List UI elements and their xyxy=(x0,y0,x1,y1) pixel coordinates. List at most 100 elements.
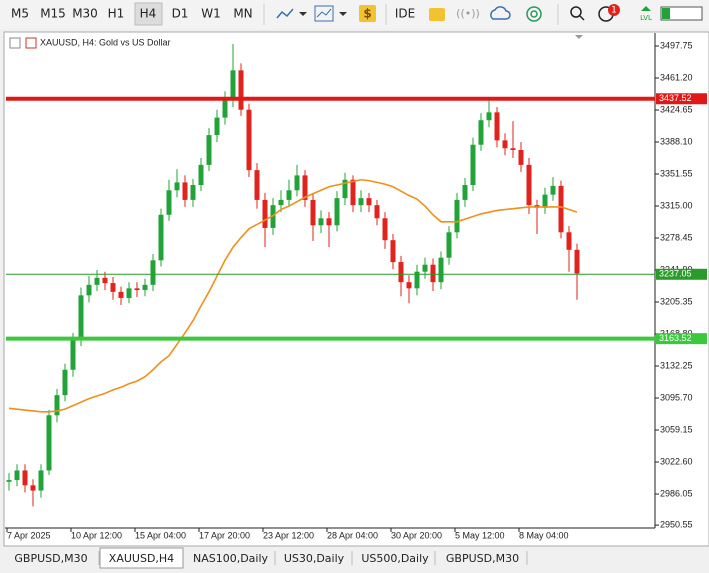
notification-badge xyxy=(608,4,620,16)
candle-body xyxy=(358,198,364,206)
candle-body xyxy=(318,218,324,226)
timeframe-button[interactable]: D1 xyxy=(172,7,189,21)
candle-body xyxy=(222,100,228,118)
candle-body xyxy=(174,182,180,191)
timeframe-button[interactable]: M5 xyxy=(11,7,29,21)
y-tick-label: 2950.55 xyxy=(660,519,693,529)
search-icon-handle xyxy=(579,15,585,21)
candle-body xyxy=(94,277,100,285)
candle-body xyxy=(166,190,172,215)
candle-body xyxy=(126,288,132,298)
timeframe-button[interactable]: M15 xyxy=(40,7,66,21)
x-tick-label: 15 Apr 04:00 xyxy=(135,530,186,540)
indicators-icon-line xyxy=(316,8,332,18)
indicators-icon[interactable] xyxy=(314,5,334,22)
candle-body xyxy=(302,175,308,200)
y-tick-label: 3095.70 xyxy=(660,392,693,402)
candle-body xyxy=(46,415,52,471)
y-tick-label: 3351.55 xyxy=(660,168,693,178)
candle-body xyxy=(326,218,332,226)
x-tick-label: 23 Apr 12:00 xyxy=(263,530,314,540)
candle-body xyxy=(334,198,340,226)
timeframe-button[interactable]: W1 xyxy=(201,7,221,21)
candle-body xyxy=(86,284,92,296)
candle-body xyxy=(366,198,372,206)
notification-count: 1 xyxy=(611,6,617,16)
candle-body xyxy=(190,185,196,200)
dropdown[interactable] xyxy=(339,12,347,16)
x-tick-label: 17 Apr 20:00 xyxy=(199,530,250,540)
chart-tab[interactable]: US30,Daily xyxy=(284,552,345,565)
y-tick-label: 3424.65 xyxy=(660,104,693,114)
candle-body xyxy=(70,339,76,370)
y-tick-label: 3132.25 xyxy=(660,360,693,370)
candle-body xyxy=(254,170,260,200)
candle-body xyxy=(398,262,404,283)
level-icon xyxy=(641,6,651,11)
y-tick-label: 3059.15 xyxy=(660,424,693,434)
candle-body xyxy=(382,218,388,241)
vps-icon[interactable] xyxy=(490,6,511,20)
candle-body xyxy=(54,395,60,416)
candle-body xyxy=(22,470,28,486)
candle-body xyxy=(30,485,36,491)
price-label: 3437.52 xyxy=(659,93,692,103)
timeframe-button[interactable]: H4 xyxy=(140,7,157,21)
candle-body xyxy=(558,185,564,233)
ide-button[interactable]: IDE xyxy=(395,7,415,21)
shift-marker[interactable] xyxy=(575,35,583,39)
candle-body xyxy=(262,199,268,228)
candle-body xyxy=(550,185,556,195)
chart-icon[interactable] xyxy=(25,37,37,49)
y-tick-label: 3315.00 xyxy=(660,200,693,210)
x-tick-label: 8 May 04:00 xyxy=(519,530,569,540)
trade-icon[interactable] xyxy=(359,5,376,22)
candle-body xyxy=(6,480,12,482)
candle-body xyxy=(14,470,20,481)
candle-body xyxy=(446,232,452,258)
y-tick-label: 3205.35 xyxy=(660,296,693,306)
candle-body xyxy=(414,271,420,289)
candle-body xyxy=(238,70,244,110)
signals-icon[interactable]: ((•)) xyxy=(456,7,480,20)
search-icon[interactable] xyxy=(570,6,582,18)
chart-tab[interactable]: XAUUSD,H4 xyxy=(109,552,174,565)
candle-body xyxy=(310,199,316,226)
toolbar xyxy=(0,0,709,29)
candle-body xyxy=(214,117,220,136)
target-icon[interactable] xyxy=(526,6,542,22)
one-click-icon[interactable] xyxy=(9,37,21,49)
level-label: LVL xyxy=(640,14,652,22)
candle-body xyxy=(102,277,108,284)
line-chart-icon[interactable] xyxy=(276,8,294,19)
candle-body xyxy=(486,112,492,121)
dropdown[interactable] xyxy=(299,12,307,16)
x-tick-label: 28 Apr 04:00 xyxy=(327,530,378,540)
y-tick-label: 3388.10 xyxy=(660,136,693,146)
chart-title: XAUUSD, H4: Gold vs US Dollar xyxy=(40,37,171,47)
x-tick-label: 30 Apr 20:00 xyxy=(391,530,442,540)
timeframe-button[interactable]: M30 xyxy=(72,7,98,21)
x-tick-label: 7 Apr 2025 xyxy=(7,530,51,540)
active-timeframe-bg xyxy=(134,2,163,26)
chart-tab[interactable]: NAS100,Daily xyxy=(193,552,269,565)
chart-tab[interactable]: GBPUSD,M30 xyxy=(14,552,87,565)
market-icon[interactable] xyxy=(429,8,445,21)
price-label: 3237.05 xyxy=(659,269,692,279)
chart-tab[interactable]: US500,Daily xyxy=(361,552,429,565)
level-bar xyxy=(660,6,703,21)
timeframe-button[interactable]: H1 xyxy=(108,7,125,21)
y-tick-label: 3461.20 xyxy=(660,72,693,82)
timeframe-button[interactable]: MN xyxy=(233,7,252,21)
candle-body xyxy=(342,179,348,199)
plot: 3497.75 3461.20 3424.65 3388.10 3351.55 3315.… xyxy=(6,40,707,540)
candle-body xyxy=(350,179,356,206)
price-label-bg xyxy=(656,333,707,345)
candle-body xyxy=(406,282,412,289)
target-icon-inner xyxy=(530,10,538,18)
candle-body xyxy=(278,199,284,206)
candle-body xyxy=(566,232,572,250)
chart-tab[interactable]: GBPUSD,M30 xyxy=(446,552,519,565)
candle-body xyxy=(62,369,68,396)
